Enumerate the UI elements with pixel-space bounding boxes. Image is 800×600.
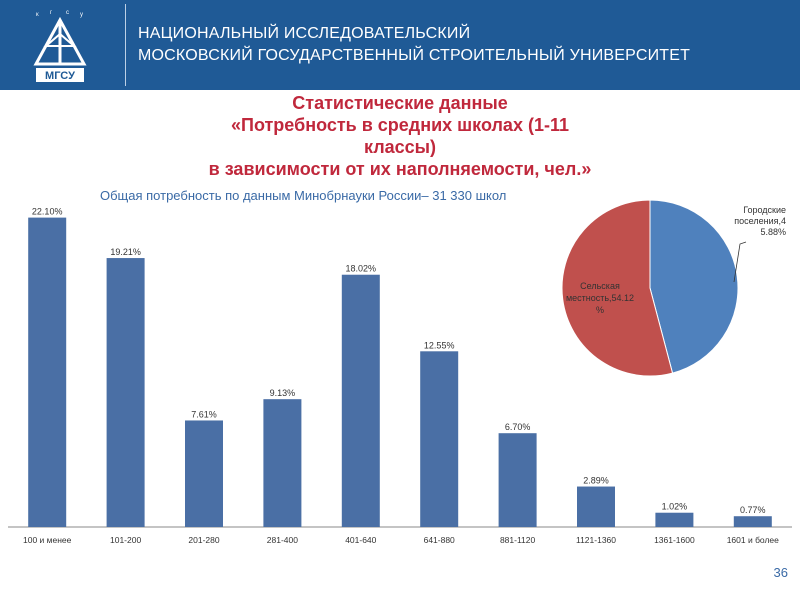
x-tick-label: 201-280 — [188, 535, 219, 545]
header-line-2: МОСКОВСКИЙ ГОСУДАРСТВЕННЫЙ СТРОИТЕЛЬНЫЙ … — [138, 47, 691, 64]
bar — [185, 420, 223, 527]
bar-value-label: 1.02% — [662, 502, 688, 512]
svg-text:с: с — [66, 10, 69, 16]
slide-title: Статистические данные «Потребность в сре… — [140, 92, 660, 180]
header-separator — [125, 4, 126, 86]
bar-value-label: 0.77% — [740, 505, 766, 515]
bar-value-label: 6.70% — [505, 422, 531, 432]
title-line-2: «Потребность в средних школах (1-11 — [231, 115, 569, 135]
bar — [341, 274, 380, 527]
title-line-3: классы) — [363, 137, 437, 157]
x-tick-label: 1121-1360 — [576, 535, 616, 545]
pie-slice — [561, 199, 674, 377]
bar — [106, 258, 145, 527]
bar-value-label: 12.55% — [424, 340, 455, 350]
bar — [420, 351, 459, 527]
bar — [263, 399, 302, 527]
bar — [28, 217, 67, 527]
bar — [577, 486, 615, 527]
bar-chart: 22.10% 100 и менее 19.21% 101-200 7.61% 201-2… — [8, 207, 792, 545]
pie-leader-line — [733, 241, 747, 283]
svg-text:г: г — [50, 10, 53, 16]
bar-value-label: 9.13% — [270, 388, 296, 398]
x-tick-label: 1361-1600 — [654, 535, 695, 545]
bar-value-label: 2.89% — [583, 476, 609, 486]
x-tick-label: 401-640 — [345, 535, 376, 545]
bar — [655, 512, 694, 527]
page-number: 36 — [773, 565, 788, 580]
x-tick-label: 100 и менее — [23, 535, 72, 545]
x-tick-label: 281-400 — [267, 535, 298, 545]
bar — [733, 516, 772, 527]
title-line-1: Статистические данные — [292, 93, 508, 113]
pie-slice — [649, 199, 739, 374]
university-logo: к г с у МГСУ — [33, 10, 87, 82]
logo-text: МГСУ — [45, 70, 75, 82]
chart-subtitle: Общая потребность по данным Минобрнауки … — [100, 188, 507, 203]
bar — [498, 433, 537, 527]
x-tick-label: 641-880 — [424, 535, 455, 545]
title-line-4: в зависимости от их наполняемости, чел.» — [208, 159, 592, 179]
pie-label-urban: Городские поселения,4 5.88% — [734, 205, 786, 237]
pie-label-rural: Сельская местность,54.12% — [566, 281, 634, 315]
x-tick-label: 1601 и более — [727, 535, 779, 545]
bar-value-label: 18.02% — [346, 264, 377, 274]
header-banner: к г с у МГСУ НАЦИОНАЛЬНЫЙ ИССЛЕДОВАТЕЛЬС… — [0, 0, 800, 90]
bar-value-label: 7.61% — [191, 409, 217, 419]
svg-text:к: к — [36, 12, 39, 18]
x-tick-label: 101-200 — [110, 535, 141, 545]
bar-value-label: 22.10% — [32, 207, 63, 217]
svg-text:у: у — [80, 12, 83, 18]
bar-value-label: 19.21% — [110, 247, 141, 257]
x-tick-label: 881-1120 — [500, 535, 536, 545]
header-line-1: НАЦИОНАЛЬНЫЙ ИССЛЕДОВАТЕЛЬСКИЙ — [138, 25, 471, 42]
pie-chart: Городские поселения,4 5.88% Сельская местнос… — [561, 199, 786, 377]
